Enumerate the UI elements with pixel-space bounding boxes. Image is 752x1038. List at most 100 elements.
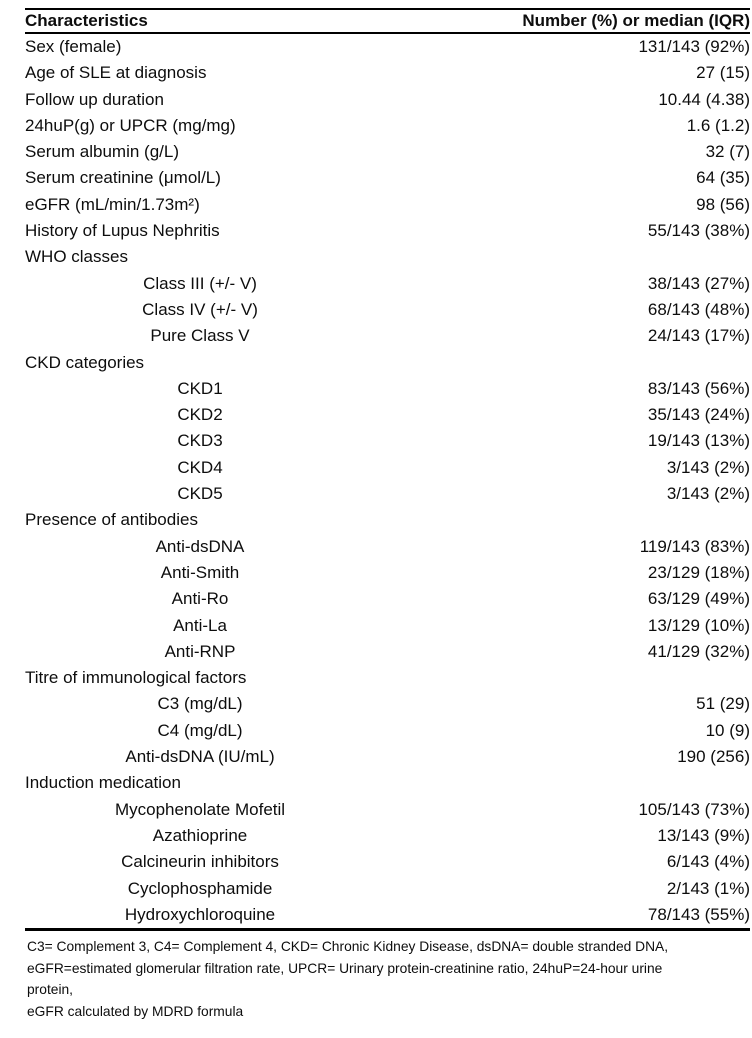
row-label: Azathioprine bbox=[152, 825, 248, 845]
row-label: CKD categories bbox=[25, 352, 145, 372]
table-header: Characteristics Number (%) or median (IQ… bbox=[25, 9, 750, 34]
header-row: Characteristics Number (%) or median (IQ… bbox=[25, 9, 750, 34]
table-row: Pure Class V 24/143 (17%) bbox=[25, 323, 750, 349]
row-value: 51 (29) bbox=[696, 694, 750, 714]
row-value: 6/143 (4%) bbox=[666, 852, 750, 872]
row-value bbox=[375, 665, 750, 691]
row-value: 3/143 (2%) bbox=[666, 457, 750, 477]
row-value: 19/143 (13%) bbox=[647, 431, 750, 451]
row-value bbox=[375, 244, 750, 270]
footnote-line: eGFR=estimated glomerular filtration rat… bbox=[27, 960, 663, 976]
characteristics-table: Characteristics Number (%) or median (IQ… bbox=[25, 8, 750, 932]
row-value: 35/143 (24%) bbox=[647, 405, 750, 425]
row-label: CKD2 bbox=[177, 405, 223, 425]
footnote-line: eGFR calculated by MDRD formula bbox=[27, 1003, 244, 1019]
table-body: Sex (female) 131/143 (92%) Age of SLE at d… bbox=[25, 33, 750, 930]
table-row: Serum creatinine (μmol/L) 64 (35) bbox=[25, 165, 750, 191]
table-row: C3 (mg/dL) 51 (29) bbox=[25, 691, 750, 717]
row-value bbox=[375, 770, 750, 796]
row-value: 27 (15) bbox=[696, 63, 750, 83]
table-row: CKD4 3/143 (2%) bbox=[25, 455, 750, 481]
column-header-characteristics: Characteristics bbox=[25, 9, 375, 34]
table-row: Anti-dsDNA 119/143 (83%) bbox=[25, 534, 750, 560]
table-row: Anti-dsDNA (IU/mL) 190 (256) bbox=[25, 744, 750, 770]
row-label: CKD5 bbox=[177, 484, 223, 504]
footnote-line: protein, bbox=[27, 982, 74, 998]
table-row: Azathioprine 13/143 (9%) bbox=[25, 823, 750, 849]
table-row: CKD2 35/143 (24%) bbox=[25, 402, 750, 428]
row-label: Anti-Smith bbox=[160, 562, 240, 582]
table-row: Follow up duration 10.44 (4.38) bbox=[25, 87, 750, 113]
row-label: Anti-dsDNA (IU/mL) bbox=[125, 747, 275, 767]
table-row: Anti-RNP 41/129 (32%) bbox=[25, 639, 750, 665]
table-row: Age of SLE at diagnosis 27 (15) bbox=[25, 60, 750, 86]
table-row: eGFR (mL/min/1.73m²) 98 (56) bbox=[25, 192, 750, 218]
row-value: 64 (35) bbox=[696, 168, 750, 188]
table-row: CKD3 19/143 (13%) bbox=[25, 428, 750, 454]
row-label: Pure Class V bbox=[150, 326, 250, 346]
footnote-line: C3= Complement 3, C4= Complement 4, CKD=… bbox=[27, 939, 669, 955]
row-label: Class III (+/- V) bbox=[143, 273, 257, 293]
row-label: 24huP(g) or UPCR (mg/mg) bbox=[25, 115, 236, 135]
table-row: Calcineurin inhibitors 6/143 (4%) bbox=[25, 849, 750, 875]
table-row: C4 (mg/dL) 10 (9) bbox=[25, 718, 750, 744]
row-value: 1.6 (1.2) bbox=[686, 115, 750, 135]
row-label: Follow up duration bbox=[25, 89, 164, 109]
table-row: Class III (+/- V) 38/143 (27%) bbox=[25, 271, 750, 297]
row-label: Hydroxychloroquine bbox=[124, 904, 276, 924]
row-value: 10 (9) bbox=[705, 720, 750, 740]
row-label: Sex (female) bbox=[25, 37, 122, 56]
row-label: eGFR (mL/min/1.73m²) bbox=[25, 194, 200, 214]
row-label: Serum albumin (g/L) bbox=[25, 142, 180, 162]
row-value: 38/143 (27%) bbox=[647, 273, 750, 293]
row-label: WHO classes bbox=[25, 247, 128, 267]
row-value: 2/143 (1%) bbox=[666, 878, 750, 898]
table-row: Serum albumin (g/L) 32 (7) bbox=[25, 139, 750, 165]
row-value: 98 (56) bbox=[696, 194, 750, 214]
row-value: 78/143 (55%) bbox=[647, 904, 750, 924]
row-value: 41/129 (32%) bbox=[647, 641, 750, 661]
row-value: 119/143 (83%) bbox=[639, 536, 750, 556]
table-row: WHO classes bbox=[25, 244, 750, 270]
row-label: Mycophenolate Mofetil bbox=[114, 799, 286, 819]
table-row: Titre of immunological factors bbox=[25, 665, 750, 691]
table-row: Class IV (+/- V) 68/143 (48%) bbox=[25, 297, 750, 323]
row-label: Age of SLE at diagnosis bbox=[25, 63, 207, 83]
row-value: 3/143 (2%) bbox=[666, 484, 750, 504]
row-value: 13/143 (9%) bbox=[657, 825, 750, 845]
row-value: 24/143 (17%) bbox=[647, 326, 750, 346]
table-row: Hydroxychloroquine 78/143 (55%) bbox=[25, 902, 750, 930]
row-label: Anti-dsDNA bbox=[155, 536, 245, 556]
row-label: Presence of antibodies bbox=[25, 510, 198, 530]
row-value bbox=[375, 350, 750, 376]
row-label: Titre of immunological factors bbox=[25, 668, 247, 688]
row-label: Anti-RNP bbox=[164, 641, 236, 661]
row-label: Anti-La bbox=[173, 615, 227, 635]
row-value: 105/143 (73%) bbox=[638, 799, 750, 819]
row-value: 10.44 (4.38) bbox=[658, 89, 750, 109]
table-row: CKD1 83/143 (56%) bbox=[25, 376, 750, 402]
row-value: 32 (7) bbox=[705, 142, 750, 162]
row-label: C4 (mg/dL) bbox=[157, 720, 243, 740]
row-value: 83/143 (56%) bbox=[647, 378, 750, 398]
table-footnote: C3= Complement 3, C4= Complement 4, CKD=… bbox=[25, 936, 752, 1022]
table-row: CKD categories bbox=[25, 350, 750, 376]
table-row: Induction medication bbox=[25, 770, 750, 796]
row-label: Anti-Ro bbox=[171, 589, 229, 609]
row-label: CKD1 bbox=[177, 378, 223, 398]
column-header-number-median: Number (%) or median (IQR) bbox=[375, 9, 750, 34]
table-row: Anti-Smith 23/129 (18%) bbox=[25, 560, 750, 586]
row-value: 23/129 (18%) bbox=[647, 562, 750, 582]
table-row: CKD5 3/143 (2%) bbox=[25, 481, 750, 507]
row-label: CKD4 bbox=[177, 457, 223, 477]
row-value: 68/143 (48%) bbox=[647, 299, 750, 319]
row-label: Calcineurin inhibitors bbox=[121, 852, 279, 872]
table-row: Cyclophosphamide 2/143 (1%) bbox=[25, 876, 750, 902]
row-value: 55/143 (38%) bbox=[647, 221, 750, 241]
row-value bbox=[375, 507, 750, 533]
row-value: 13/129 (10%) bbox=[647, 615, 750, 635]
row-label: Class IV (+/- V) bbox=[142, 299, 258, 319]
row-label: CKD3 bbox=[177, 431, 223, 451]
row-value: 190 (256) bbox=[677, 747, 750, 767]
